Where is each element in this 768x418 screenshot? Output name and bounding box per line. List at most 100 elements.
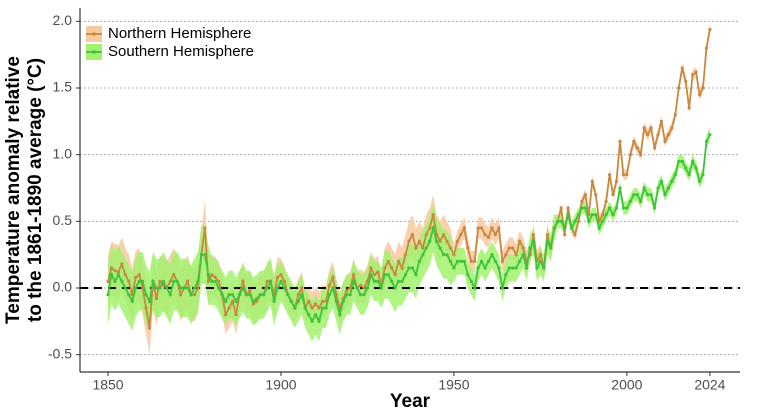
point: [597, 226, 601, 230]
point: [224, 313, 228, 317]
point: [563, 226, 567, 230]
point: [687, 106, 691, 110]
point: [601, 219, 605, 223]
point: [185, 279, 190, 283]
point: [490, 226, 494, 230]
point: [476, 226, 480, 230]
point: [552, 226, 556, 230]
point: [628, 199, 632, 203]
point: [310, 306, 314, 310]
point: [656, 186, 660, 190]
point: [286, 293, 290, 297]
point: [279, 279, 283, 283]
x-tick-label: 2024: [694, 377, 725, 393]
point: [493, 233, 498, 237]
point: [179, 293, 183, 297]
point: [473, 259, 477, 263]
point: [576, 213, 581, 217]
point: [324, 306, 328, 310]
point: [459, 259, 463, 263]
point: [275, 286, 280, 290]
point: [417, 239, 421, 243]
point: [307, 313, 311, 317]
point: [365, 286, 370, 290]
point: [701, 173, 705, 177]
point: [313, 302, 318, 306]
point: [514, 266, 518, 270]
point: [545, 239, 549, 243]
point: [130, 299, 134, 303]
point: [109, 266, 114, 270]
point: [708, 27, 712, 31]
point: [154, 286, 159, 290]
point: [684, 166, 688, 170]
point: [179, 286, 183, 290]
point: [376, 279, 380, 283]
point: [604, 199, 608, 203]
point: [379, 286, 383, 290]
point: [466, 246, 470, 250]
point: [400, 279, 404, 283]
point: [497, 226, 501, 230]
point: [210, 279, 214, 283]
point: [206, 273, 210, 277]
point: [268, 279, 273, 283]
point: [635, 146, 639, 150]
point: [134, 286, 138, 290]
point: [438, 239, 442, 243]
point: [396, 279, 401, 283]
point: [206, 279, 210, 283]
point: [372, 279, 376, 283]
point: [213, 279, 217, 283]
point: [300, 286, 304, 290]
point: [393, 286, 397, 290]
point: [639, 153, 643, 157]
point: [469, 279, 473, 283]
point: [694, 166, 698, 170]
point: [230, 299, 235, 303]
point: [341, 299, 345, 303]
point: [566, 206, 570, 210]
point: [158, 279, 162, 283]
point: [217, 279, 221, 283]
point: [158, 286, 162, 290]
point: [677, 159, 681, 163]
point: [531, 239, 536, 243]
point: [248, 289, 252, 293]
point: [348, 293, 352, 297]
point: [109, 273, 114, 277]
point: [172, 273, 176, 277]
point: [569, 226, 574, 230]
x-tick-label: 1950: [438, 377, 469, 393]
point: [123, 286, 127, 290]
point: [428, 226, 432, 230]
point: [462, 226, 466, 230]
point: [607, 206, 612, 210]
point: [106, 293, 110, 297]
point: [538, 253, 543, 257]
point: [680, 159, 684, 163]
point: [237, 293, 242, 297]
point: [189, 293, 193, 297]
point: [545, 233, 549, 237]
point: [621, 206, 626, 210]
point: [594, 213, 598, 217]
point: [448, 246, 453, 250]
point: [604, 213, 608, 217]
point: [376, 270, 380, 274]
x-tick-label: 2000: [611, 377, 642, 393]
point: [431, 213, 435, 217]
point: [500, 286, 504, 290]
point: [455, 259, 459, 263]
point: [659, 119, 664, 123]
point: [469, 259, 473, 263]
point: [127, 293, 131, 297]
point: [147, 299, 152, 303]
point: [258, 293, 262, 297]
point: [649, 126, 653, 130]
point: [421, 246, 425, 250]
point: [407, 239, 411, 243]
point: [362, 286, 366, 290]
point: [120, 262, 124, 266]
